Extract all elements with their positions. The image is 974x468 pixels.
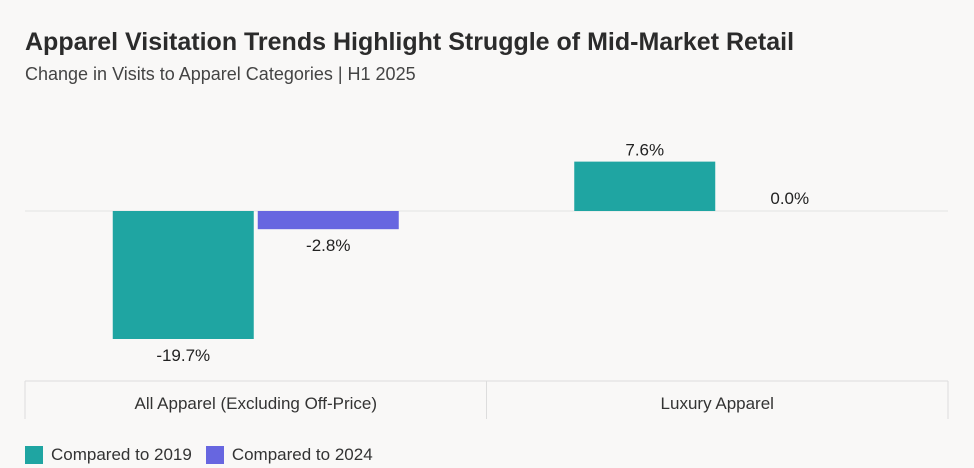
data-label-all-apparel-2019: -19.7% [156,346,210,365]
legend: Compared to 2019 Compared to 2024 [25,445,387,465]
data-label-luxury-apparel-2019: 7.6% [625,141,664,160]
bar-luxury-apparel-2019 [574,161,716,211]
legend-item-2024[interactable]: Compared to 2024 [205,445,373,465]
legend-item-2019[interactable]: Compared to 2019 [25,445,192,465]
legend-label-2024: Compared to 2024 [231,445,373,464]
x-tick-label-luxury-apparel: Luxury Apparel [661,394,774,413]
bar-all-apparel-2024 [257,211,399,230]
x-tick-label-all-apparel: All Apparel (Excluding Off-Price) [134,394,377,413]
chart-title: Apparel Visitation Trends Highlight Stru… [25,28,795,56]
data-label-all-apparel-2024: -2.8% [306,236,350,255]
legend-label-2019: Compared to 2019 [51,445,192,464]
chart-subtitle: Change in Visits to Apparel Categories |… [25,64,416,84]
data-label-luxury-apparel-2024: 0.0% [770,189,809,208]
legend-swatch-2024 [205,446,224,464]
legend-swatch-2019 [25,446,43,464]
bar-chart: All Apparel (Excluding Off-Price) -19.7% -… [24,141,949,419]
bar-all-apparel-2019 [112,211,254,339]
